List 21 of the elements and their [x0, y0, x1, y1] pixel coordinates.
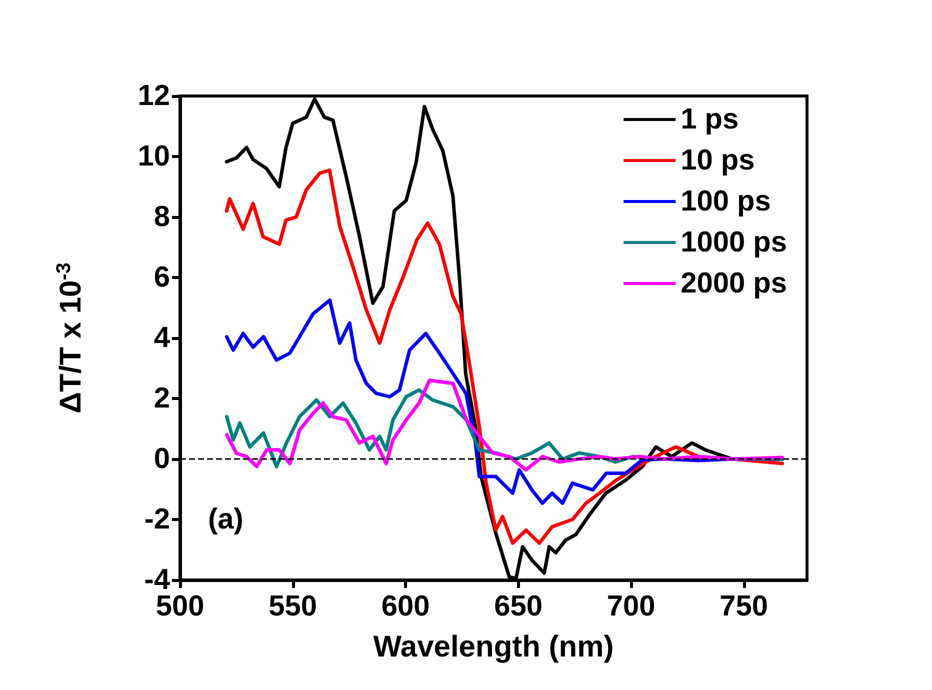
legend-label: 1 ps	[680, 104, 739, 136]
annotation: (a)	[208, 504, 244, 536]
legend-label: 2000 ps	[680, 268, 788, 300]
legend-label: 10 ps	[680, 144, 755, 176]
y-tick-label: -2	[144, 504, 170, 536]
y-axis-title: ΔT/T x 10-3	[53, 262, 88, 414]
y-tick-label: 6	[154, 262, 170, 294]
legend-label: 100 ps	[680, 186, 771, 218]
y-tick-label: 0	[154, 443, 170, 475]
y-tick-label: 4	[154, 322, 170, 354]
y-tick-label: 10	[138, 140, 170, 172]
x-tick-label: 550	[268, 590, 317, 622]
x-tick-label: 750	[720, 590, 768, 622]
legend-label: 1000 ps	[680, 226, 788, 258]
y-tick-label: 2	[154, 382, 170, 414]
x-axis-title: Wavelength (nm)	[373, 630, 614, 664]
x-tick-label: 650	[494, 590, 543, 622]
x-tick-label: 600	[381, 590, 430, 622]
x-tick-label: 700	[606, 590, 656, 622]
y-tick-label: 8	[154, 201, 170, 233]
y-tick-label: 12	[138, 80, 170, 112]
